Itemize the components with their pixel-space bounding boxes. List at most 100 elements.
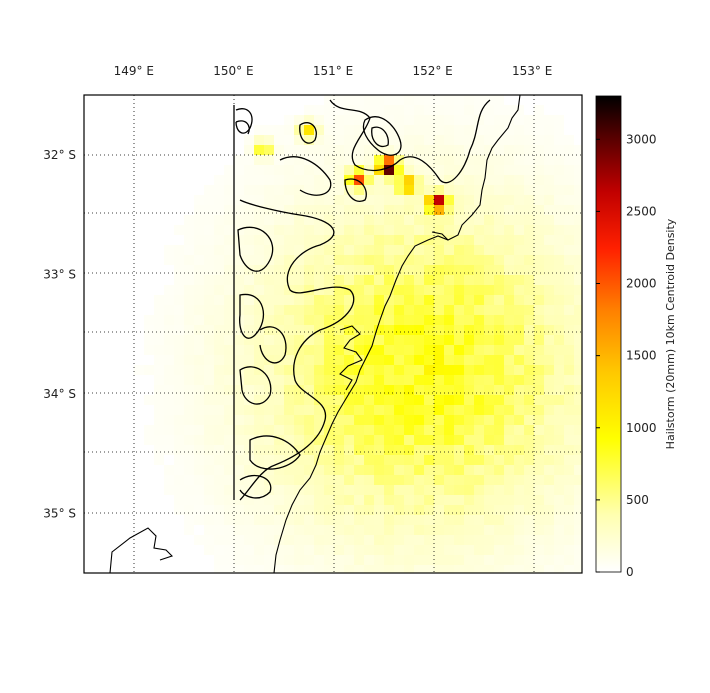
- heatmap-cell: [534, 485, 544, 495]
- heatmap-cell: [154, 295, 164, 305]
- heatmap-cell: [204, 515, 214, 525]
- heatmap-cell: [474, 265, 484, 275]
- heatmap-cell: [564, 565, 574, 573]
- heatmap-cell: [274, 445, 284, 455]
- density-heatmap: [134, 95, 582, 573]
- heatmap-cell: [484, 415, 494, 425]
- heatmap-cell: [404, 425, 414, 435]
- heatmap-cell: [314, 145, 324, 155]
- heatmap-cell: [344, 375, 354, 385]
- heatmap-cell: [224, 495, 234, 505]
- heatmap-cell: [384, 175, 394, 185]
- heatmap-cell: [424, 395, 434, 405]
- heatmap-cell: [444, 225, 454, 235]
- heatmap-cell: [554, 305, 564, 315]
- heatmap-cell: [244, 535, 254, 545]
- heatmap-cell: [284, 495, 294, 505]
- heatmap-cell: [534, 285, 544, 295]
- heatmap-cell: [284, 215, 294, 225]
- heatmap-cell: [294, 305, 304, 315]
- heatmap-cell: [454, 525, 464, 535]
- heatmap-cell: [314, 475, 324, 485]
- heatmap-cell: [404, 235, 414, 245]
- heatmap-cell: [334, 545, 344, 555]
- heatmap-cell: [534, 205, 544, 215]
- heatmap-cell: [464, 255, 474, 265]
- heatmap-cell: [514, 425, 524, 435]
- heatmap-cell: [264, 275, 274, 285]
- heatmap-cell: [154, 385, 164, 395]
- heatmap-cell: [204, 455, 214, 465]
- heatmap-cell: [384, 305, 394, 315]
- x-tick-label: 151° E: [313, 64, 353, 78]
- heatmap-cell: [314, 505, 324, 515]
- heatmap-cell: [364, 435, 374, 445]
- heatmap-cell: [214, 265, 224, 275]
- heatmap-cell: [544, 415, 554, 425]
- heatmap-cell: [304, 145, 314, 155]
- heatmap-cell: [574, 475, 582, 485]
- heatmap-cell: [254, 405, 264, 415]
- heatmap-cell: [414, 495, 424, 505]
- heatmap-cell: [304, 345, 314, 355]
- heatmap-cell: [234, 555, 244, 565]
- heatmap-cell: [234, 395, 244, 405]
- heatmap-cell: [314, 135, 324, 145]
- heatmap-cell: [474, 215, 484, 225]
- heatmap-cell: [444, 545, 454, 555]
- heatmap-cell: [464, 355, 474, 365]
- heatmap-cell: [544, 175, 554, 185]
- heatmap-cell: [474, 365, 484, 375]
- heatmap-cell: [394, 375, 404, 385]
- heatmap-cell: [464, 535, 474, 545]
- heatmap-cell: [494, 405, 504, 415]
- map-grid: [84, 95, 582, 573]
- heatmap-cell: [304, 495, 314, 505]
- heatmap-cell: [384, 95, 394, 105]
- heatmap-cell: [194, 535, 204, 545]
- heatmap-cell: [244, 475, 254, 485]
- heatmap-cell: [254, 145, 264, 155]
- heatmap-cell: [174, 285, 184, 295]
- heatmap-cell: [564, 245, 574, 255]
- heatmap-cell: [334, 365, 344, 375]
- heatmap-cell: [434, 445, 444, 455]
- heatmap-cell: [424, 365, 434, 375]
- heatmap-cell: [204, 225, 214, 235]
- heatmap-cell: [294, 375, 304, 385]
- heatmap-cell: [514, 215, 524, 225]
- heatmap-cell: [384, 295, 394, 305]
- heatmap-cell: [504, 225, 514, 235]
- heatmap-cell: [344, 135, 354, 145]
- heatmap-cell: [544, 285, 554, 295]
- heatmap-cell: [424, 445, 434, 455]
- heatmap-cell: [364, 315, 374, 325]
- heatmap-cell: [434, 485, 444, 495]
- heatmap-cell: [264, 535, 274, 545]
- heatmap-cell: [404, 315, 414, 325]
- heatmap-cell: [244, 365, 254, 375]
- heatmap-cell: [474, 525, 484, 535]
- heatmap-cell: [344, 165, 354, 175]
- heatmap-cell: [364, 105, 374, 115]
- heatmap-cell: [184, 385, 194, 395]
- heatmap-cell: [324, 495, 334, 505]
- heatmap-cell: [544, 465, 554, 475]
- heatmap-cell: [274, 215, 284, 225]
- heatmap-cell: [354, 195, 364, 205]
- heatmap-cell: [314, 335, 324, 345]
- heatmap-cell: [414, 375, 424, 385]
- heatmap-cell: [544, 385, 554, 395]
- heatmap-cell: [474, 225, 484, 235]
- heatmap-cell: [324, 125, 334, 135]
- heatmap-cell: [194, 265, 204, 275]
- heatmap-cell: [454, 105, 464, 115]
- heatmap-cell: [444, 145, 454, 155]
- heatmap-cell: [164, 485, 174, 495]
- heatmap-cell: [354, 165, 364, 175]
- heatmap-cell: [544, 255, 554, 265]
- heatmap-cell: [184, 375, 194, 385]
- heatmap-cell: [564, 175, 574, 185]
- heatmap-cell: [324, 365, 334, 375]
- heatmap-cell: [294, 145, 304, 155]
